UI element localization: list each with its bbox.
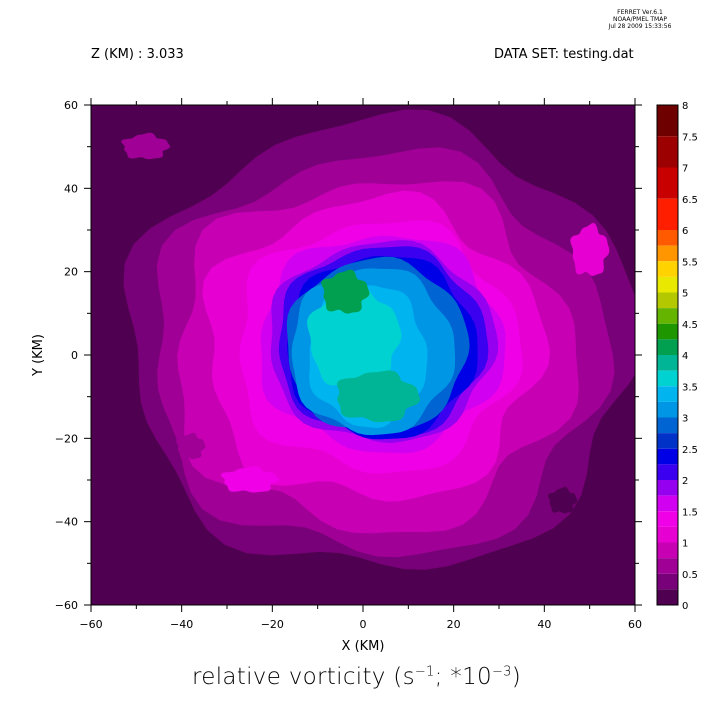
- colorbar-label: 4.5: [682, 320, 698, 331]
- colorbar-swatch: [657, 542, 678, 559]
- contour-feature: [121, 132, 171, 160]
- colorbar-swatch: [657, 323, 678, 340]
- colorbar-swatch: [657, 386, 678, 402]
- x-axis-label: X (KM): [342, 639, 385, 654]
- x-tick-label: 60: [628, 618, 642, 631]
- x-tick-label: 20: [447, 618, 461, 631]
- colorbar-swatch: [657, 276, 678, 293]
- program-datetime: Jul 28 2009 15:33:56: [608, 23, 672, 30]
- colorbar-label: 3: [682, 414, 688, 425]
- colorbar-label: 4: [682, 351, 688, 362]
- contour-feature: [570, 222, 610, 276]
- colorbar-swatch: [657, 401, 678, 418]
- colorbar-label: 6: [682, 226, 688, 237]
- colorbar-swatch: [657, 355, 678, 371]
- contour-feature: [176, 432, 206, 460]
- colorbar-label: 6.5: [682, 195, 698, 206]
- x-tick-label: 40: [537, 618, 551, 631]
- dataset-label: DATA SET: testing.dat: [494, 47, 634, 62]
- colorbar-frame: [656, 104, 679, 606]
- colorbar-swatch: [657, 339, 678, 355]
- colorbar-swatch: [657, 308, 678, 324]
- colorbar-swatch: [657, 526, 678, 543]
- colorbar-swatch: [657, 417, 678, 434]
- title-text: relative vorticity (s: [192, 664, 415, 690]
- colorbar-swatch: [657, 558, 678, 574]
- z-level-label: Z (KM) : 3.033: [91, 47, 184, 62]
- y-tick-label: 20: [64, 266, 78, 279]
- colorbar-label: 8: [682, 101, 688, 112]
- colorbar-swatch: [657, 464, 678, 480]
- colorbar-swatch: [657, 245, 678, 262]
- y-axis-label: Y (KM): [31, 334, 46, 377]
- colorbar-label: 5: [682, 289, 688, 300]
- colorbar-label: 3.5: [682, 382, 698, 393]
- program-org: NOAA/PMEL TMAP: [613, 16, 667, 23]
- colorbar-swatch: [657, 230, 678, 246]
- colorbar-swatch: [657, 198, 678, 230]
- program-name: FERRET Ver.6.1: [617, 9, 663, 16]
- title-exponent-1: −1: [414, 664, 435, 680]
- colorbar-swatch: [657, 167, 678, 199]
- contour-band: [321, 269, 370, 314]
- colorbar: 8 7.5 7 6.5 6 5.5 5 4.5 4 3.5 3 2.5 2 1.5 1 0.5 0: [656, 101, 698, 612]
- chart-title: relative vorticity (s−1; *10−3): [0, 664, 713, 690]
- colorbar-label: 2: [682, 476, 688, 487]
- colorbar-label: 1: [682, 539, 688, 550]
- y-tick-label: 40: [64, 182, 78, 195]
- y-tick-label: −60: [55, 599, 78, 612]
- y-tick-label: 60: [64, 99, 78, 112]
- colorbar-swatch: [657, 573, 678, 590]
- contour-band: [337, 370, 420, 423]
- title-suffix: ): [511, 664, 521, 690]
- colorbar-label: 5.5: [682, 257, 698, 268]
- x-axis: −60 −40 −20 0 20 40 60: [79, 98, 642, 631]
- colorbar-label: 1.5: [682, 507, 698, 518]
- x-tick-label: −60: [79, 618, 102, 631]
- colorbar-swatch: [657, 136, 678, 168]
- colorbar-swatch: [657, 511, 678, 527]
- colorbar-swatch: [657, 433, 678, 449]
- colorbar-swatch: [657, 292, 678, 309]
- colorbar-swatch: [657, 261, 678, 277]
- contour-feature: [548, 486, 578, 514]
- y-tick-label: 0: [71, 349, 78, 362]
- colorbar-label: 7: [682, 164, 688, 175]
- y-tick-label: −20: [55, 432, 78, 445]
- x-tick-label: −40: [170, 618, 193, 631]
- colorbar-swatch: [657, 105, 678, 137]
- colorbar-swatch: [657, 370, 678, 387]
- colorbar-swatch: [657, 480, 678, 496]
- colorbar-label: 7.5: [682, 132, 698, 143]
- contour-feature: [220, 466, 280, 493]
- y-tick-label: −40: [55, 516, 78, 529]
- y-axis: −60 −40 −20 0 20 40 60: [55, 99, 642, 612]
- colorbar-label: 2.5: [682, 445, 698, 456]
- title-exponent-2: −3: [491, 664, 512, 680]
- colorbar-swatch: [657, 495, 678, 512]
- colorbar-swatch: [657, 448, 678, 465]
- x-tick-label: −20: [261, 618, 284, 631]
- colorbar-swatch: [657, 589, 678, 605]
- contour-field: [121, 109, 635, 570]
- title-middle: ; *10: [434, 664, 492, 690]
- colorbar-label: 0: [682, 601, 688, 612]
- colorbar-label: 0.5: [682, 570, 698, 581]
- x-tick-label: 0: [360, 618, 367, 631]
